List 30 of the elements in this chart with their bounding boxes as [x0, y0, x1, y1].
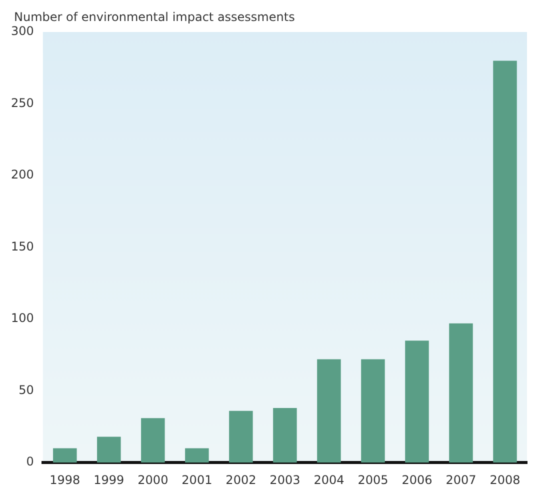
x-tick-label: 2002: [226, 472, 256, 487]
x-tick-label: 2001: [182, 472, 212, 487]
bar: [229, 410, 253, 463]
x-tick-label: 2007: [446, 472, 476, 487]
bar: [273, 408, 297, 463]
bar: [317, 359, 341, 463]
bar: [405, 340, 429, 463]
y-tick-label: 250: [11, 96, 34, 110]
y-tick-label: 0: [26, 454, 34, 469]
y-axis-title: Number of environmental impact assessments: [14, 10, 295, 24]
bar: [361, 359, 385, 463]
y-tick-label: 100: [11, 311, 34, 326]
bar: [97, 436, 121, 463]
x-tick-label: 1998: [50, 472, 80, 487]
bar: [493, 60, 517, 463]
x-tick-label: 1999: [94, 472, 124, 487]
y-tick-label: 150: [11, 239, 34, 254]
y-tick-label: 200: [11, 168, 34, 182]
bar: [141, 418, 165, 463]
x-tick-label: 2006: [402, 472, 432, 487]
x-tick-label: 2008: [490, 472, 520, 487]
y-tick-label: 300: [11, 24, 34, 38]
x-tick-label: 2003: [270, 472, 300, 487]
bar: [53, 448, 77, 463]
x-tick-label: 2005: [358, 472, 388, 487]
bar: [185, 448, 209, 463]
x-tick-label: 2000: [138, 472, 168, 487]
bar: [449, 323, 473, 463]
y-tick-label: 50: [18, 382, 34, 397]
x-tick-label: 2004: [314, 472, 344, 487]
